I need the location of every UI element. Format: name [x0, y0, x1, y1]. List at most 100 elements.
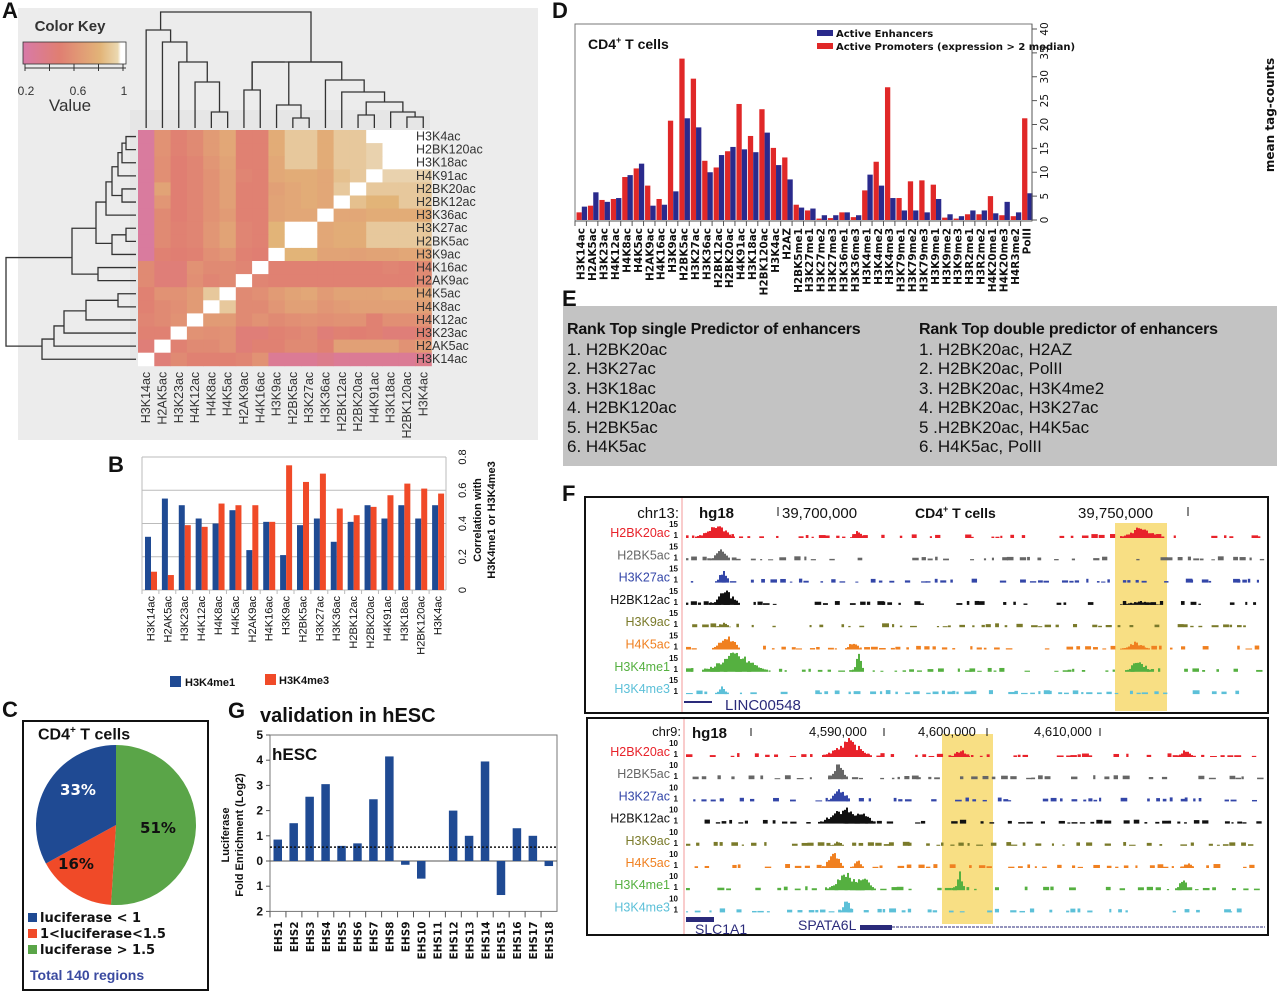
heatmap-cell — [252, 339, 269, 354]
signal-segment — [1086, 578, 1089, 583]
signal-segment — [1014, 690, 1018, 695]
signal-peak — [723, 570, 725, 583]
signal-peak — [838, 764, 840, 780]
signal-segment — [1183, 624, 1188, 628]
bar-promoters — [736, 103, 742, 220]
bar-promoters — [873, 161, 879, 220]
signal-peak — [964, 753, 966, 757]
heatmap-cell — [219, 326, 237, 340]
signal-segment — [731, 776, 735, 780]
signal-segment — [934, 777, 940, 780]
signal-segment — [1042, 798, 1049, 802]
signal-peak — [730, 653, 732, 672]
signal-segment — [999, 580, 1007, 583]
heatmap-cell — [170, 313, 188, 327]
bar-enhancers — [707, 172, 713, 220]
x-tick-label: PolII — [1021, 228, 1033, 254]
signal-segment — [1198, 625, 1203, 628]
heatmap-cell — [154, 156, 171, 170]
signal-peak — [1125, 670, 1127, 672]
signal-segment — [696, 690, 703, 695]
signal-peak — [1177, 755, 1179, 757]
signal-segment — [1038, 626, 1043, 628]
track-scale-min: 1 — [674, 772, 679, 781]
heatmap-cell — [138, 247, 155, 262]
signal-peak — [729, 626, 731, 628]
signal-peak — [838, 789, 840, 802]
signal-segment — [1256, 536, 1261, 538]
signal-segment — [872, 866, 879, 868]
signal-segment — [920, 820, 926, 824]
signal-segment — [694, 910, 701, 913]
signal-segment — [959, 624, 965, 628]
signal-segment — [1063, 602, 1067, 605]
bar-h3k4me1 — [161, 498, 168, 590]
heatmap-cell — [333, 234, 351, 249]
heatmap-cell — [301, 352, 318, 367]
heatmap-cell — [154, 130, 171, 144]
signal-segment — [1241, 776, 1244, 780]
signal-segment — [976, 844, 983, 846]
signal-peak — [1128, 603, 1130, 605]
signal-peak — [729, 534, 731, 538]
signal-peak — [731, 536, 733, 538]
heatmap-cell — [284, 195, 302, 209]
signal-peak — [707, 531, 709, 538]
bar-promoters — [782, 157, 788, 220]
heatmap-cell — [366, 156, 383, 170]
heatmap-cell — [235, 208, 253, 223]
signal-segment — [1159, 600, 1164, 605]
signal-segment — [1096, 692, 1102, 695]
signal-segment — [762, 819, 768, 824]
signal-peak — [734, 599, 736, 605]
pie-chart-panel: CD4+ T cells 33% 16% 51% luciferase < 1 1<… — [22, 720, 209, 991]
signal-segment — [1122, 775, 1130, 780]
x-tick-label: EHS14 — [480, 921, 492, 959]
track-label: H3K9ac — [626, 615, 670, 629]
signal-peak — [844, 741, 846, 757]
heatmap-cell — [382, 156, 400, 170]
bar-h3k4me1 — [313, 518, 320, 590]
signal-segment — [1129, 625, 1134, 628]
track-scale-min: 1 — [674, 817, 679, 826]
signal-peak — [834, 750, 836, 757]
heatmap-cell — [170, 339, 188, 354]
heatmap-cell — [382, 234, 400, 249]
heatmap-cell — [252, 156, 269, 170]
signal-segment — [1212, 887, 1216, 891]
signal-peak — [706, 668, 708, 672]
signal-segment — [1202, 820, 1209, 824]
heatmap-cell — [186, 274, 204, 288]
signal-peak — [856, 861, 858, 868]
signal-peak — [712, 667, 714, 672]
bar-h3k4me1 — [212, 523, 219, 590]
signal-peak — [860, 864, 862, 868]
heatmap-cell — [382, 313, 400, 327]
signal-segment — [1070, 908, 1076, 913]
signal-segment — [1109, 908, 1112, 913]
signal-segment — [764, 842, 767, 846]
signal-segment — [1048, 690, 1052, 695]
signal-peak — [854, 863, 856, 868]
signal-segment — [941, 647, 948, 650]
heatmap-cell — [203, 143, 220, 157]
signal-segment — [1050, 886, 1054, 891]
heatmap-cell — [317, 221, 334, 236]
signal-peak — [714, 602, 716, 605]
heatmap-cell — [317, 352, 334, 367]
signal-segment — [997, 797, 1002, 802]
signal-segment — [1147, 798, 1150, 802]
bar-h3k4me1 — [280, 555, 287, 590]
bar — [369, 799, 378, 861]
x-tick-label: H3K23ac — [599, 228, 611, 280]
heatmap-cell — [366, 313, 383, 327]
signal-segment — [1233, 668, 1238, 672]
signal-segment — [974, 600, 979, 605]
signal-segment — [736, 909, 742, 913]
signal-segment — [940, 580, 947, 583]
x-tick-label: H2AK9ac — [644, 228, 656, 281]
signal-peak — [868, 882, 870, 891]
heatmap-cell — [252, 169, 269, 183]
signal-segment — [731, 557, 737, 561]
signal-peak — [830, 856, 832, 868]
